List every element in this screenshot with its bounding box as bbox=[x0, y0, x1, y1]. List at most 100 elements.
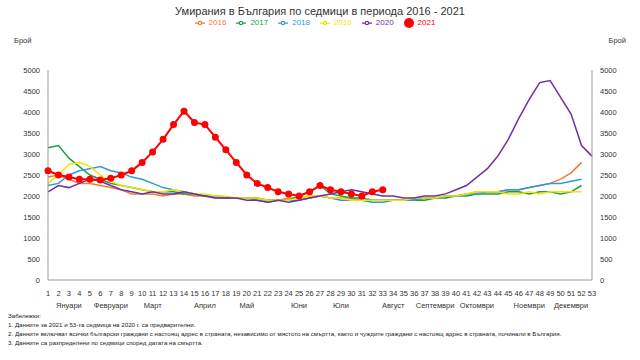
svg-text:2: 2 bbox=[56, 289, 60, 298]
svg-text:26: 26 bbox=[305, 289, 313, 298]
svg-text:39: 39 bbox=[441, 289, 449, 298]
svg-text:36: 36 bbox=[410, 289, 418, 298]
svg-text:53: 53 bbox=[588, 289, 596, 298]
svg-text:19: 19 bbox=[232, 289, 240, 298]
svg-text:Февруари: Февруари bbox=[94, 301, 128, 310]
svg-text:1: 1 bbox=[46, 289, 50, 298]
svg-text:49: 49 bbox=[546, 289, 554, 298]
html-text:2018: 2018 bbox=[292, 18, 310, 28]
svg-text:13: 13 bbox=[169, 289, 177, 298]
svg-text:1500: 1500 bbox=[600, 213, 617, 222]
svg-text:Юни: Юни bbox=[291, 301, 307, 310]
svg-text:30: 30 bbox=[347, 289, 355, 298]
html-text:1. Данните за 2021 и 53-та сед: 1. Данните за 2021 и 53-та седмица на 20… bbox=[8, 321, 196, 328]
svg-text:44: 44 bbox=[494, 289, 502, 298]
svg-text:51: 51 bbox=[567, 289, 575, 298]
svg-text:5000: 5000 bbox=[600, 66, 617, 75]
html-text:Брой: Брой bbox=[14, 36, 32, 45]
svg-text:1500: 1500 bbox=[23, 213, 40, 222]
svg-text:46: 46 bbox=[515, 289, 523, 298]
svg-text:Август: Август bbox=[382, 301, 405, 310]
svg-text:29: 29 bbox=[337, 289, 345, 298]
svg-text:38: 38 bbox=[431, 289, 439, 298]
svg-text:32: 32 bbox=[368, 289, 376, 298]
svg-text:5000: 5000 bbox=[23, 66, 40, 75]
svg-text:16: 16 bbox=[201, 289, 209, 298]
svg-text:10: 10 bbox=[138, 289, 146, 298]
svg-text:2000: 2000 bbox=[600, 192, 617, 201]
svg-text:45: 45 bbox=[504, 289, 512, 298]
svg-text:3000: 3000 bbox=[23, 150, 40, 159]
svg-text:1000: 1000 bbox=[600, 234, 617, 243]
svg-text:25: 25 bbox=[295, 289, 303, 298]
svg-text:34: 34 bbox=[389, 289, 397, 298]
svg-text:0: 0 bbox=[600, 276, 604, 285]
svg-text:Март: Март bbox=[144, 301, 163, 310]
svg-text:20: 20 bbox=[243, 289, 251, 298]
svg-text:4: 4 bbox=[77, 289, 81, 298]
svg-text:8: 8 bbox=[119, 289, 123, 298]
svg-text:40: 40 bbox=[452, 289, 460, 298]
svg-text:3500: 3500 bbox=[23, 129, 40, 138]
svg-text:24: 24 bbox=[284, 289, 292, 298]
svg-text:2000: 2000 bbox=[23, 192, 40, 201]
svg-text:33: 33 bbox=[379, 289, 387, 298]
svg-text:Май: Май bbox=[239, 301, 254, 310]
svg-text:35: 35 bbox=[400, 289, 408, 298]
svg-text:4500: 4500 bbox=[23, 87, 40, 96]
svg-text:18: 18 bbox=[222, 289, 230, 298]
svg-text:23: 23 bbox=[274, 289, 282, 298]
html-text:2021: 2021 bbox=[417, 18, 436, 28]
svg-text:21: 21 bbox=[253, 289, 261, 298]
svg-text:22: 22 bbox=[264, 289, 272, 298]
svg-text:500: 500 bbox=[600, 255, 613, 264]
svg-text:500: 500 bbox=[27, 255, 40, 264]
svg-text:Юли: Юли bbox=[333, 301, 349, 310]
svg-text:Декември: Декември bbox=[554, 301, 588, 310]
svg-text:5: 5 bbox=[88, 289, 92, 298]
svg-text:50: 50 bbox=[556, 289, 564, 298]
svg-text:3500: 3500 bbox=[600, 129, 617, 138]
svg-text:37: 37 bbox=[420, 289, 428, 298]
html-text:2019: 2019 bbox=[334, 18, 352, 28]
html-text:2020: 2020 bbox=[375, 18, 394, 28]
svg-text:31: 31 bbox=[358, 289, 366, 298]
svg-text:15: 15 bbox=[190, 289, 198, 298]
html-text:Забележки:: Забележки: bbox=[8, 312, 41, 319]
svg-text:Ноември: Ноември bbox=[514, 301, 545, 310]
svg-text:6: 6 bbox=[98, 289, 102, 298]
svg-text:1000: 1000 bbox=[23, 234, 40, 243]
html-text:2. Данните включват всички бъл: 2. Данните включват всички български гра… bbox=[8, 330, 562, 337]
html-text:2017: 2017 bbox=[250, 18, 269, 28]
svg-text:12: 12 bbox=[159, 289, 167, 298]
svg-text:52: 52 bbox=[577, 289, 585, 298]
svg-text:42: 42 bbox=[473, 289, 481, 298]
svg-text:4500: 4500 bbox=[600, 87, 617, 96]
svg-text:Януари: Януари bbox=[56, 301, 82, 310]
svg-text:14: 14 bbox=[180, 289, 188, 298]
svg-text:0: 0 bbox=[36, 276, 40, 285]
svg-text:Септември: Септември bbox=[416, 301, 455, 310]
html-text:3. Данните са разпределени по: 3. Данните са разпределени по седмици сп… bbox=[8, 339, 203, 346]
svg-text:3: 3 bbox=[67, 289, 71, 298]
svg-text:4000: 4000 bbox=[600, 108, 617, 117]
html-text:Брой: Брой bbox=[608, 36, 626, 45]
svg-text:17: 17 bbox=[211, 289, 219, 298]
svg-text:2500: 2500 bbox=[600, 171, 617, 180]
svg-text:11: 11 bbox=[149, 289, 157, 298]
svg-text:48: 48 bbox=[536, 289, 544, 298]
svg-text:9: 9 bbox=[130, 289, 134, 298]
svg-text:43: 43 bbox=[483, 289, 491, 298]
svg-text:2500: 2500 bbox=[23, 171, 40, 180]
svg-text:4000: 4000 bbox=[23, 108, 40, 117]
svg-text:3000: 3000 bbox=[600, 150, 617, 159]
html-text:2016: 2016 bbox=[208, 18, 227, 28]
svg-text:28: 28 bbox=[326, 289, 334, 298]
svg-text:41: 41 bbox=[462, 289, 470, 298]
html-text:Умирания в България по седмици: Умирания в България по седмици в периода… bbox=[175, 5, 465, 17]
svg-text:Октомври: Октомври bbox=[460, 301, 494, 310]
svg-text:7: 7 bbox=[109, 289, 113, 298]
svg-text:Април: Април bbox=[194, 301, 216, 310]
svg-text:47: 47 bbox=[525, 289, 533, 298]
svg-text:27: 27 bbox=[316, 289, 324, 298]
